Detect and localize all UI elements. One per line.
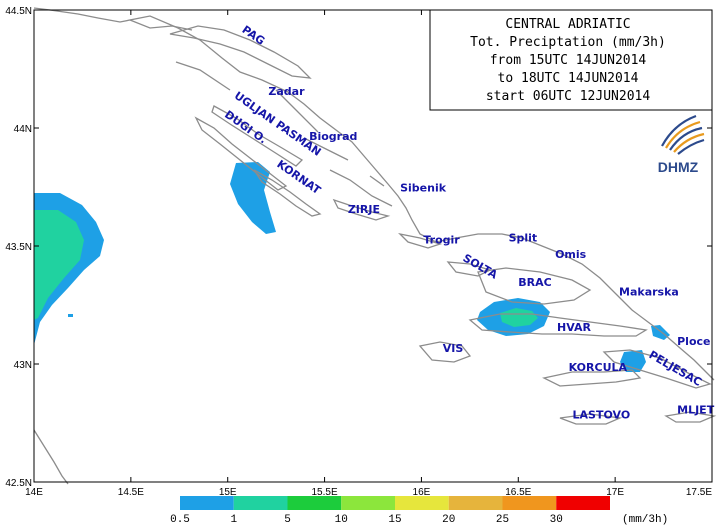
- precipitation-areas: [34, 162, 670, 372]
- legend-swatch: [556, 496, 610, 510]
- legend-swatch: [448, 496, 503, 510]
- inland-contours: [129, 19, 393, 207]
- place-label: PELJESAC: [647, 348, 704, 389]
- precip-area-west-moderate: [34, 210, 84, 320]
- ugljan-island: [211, 105, 304, 167]
- legend-tick-label: 1: [230, 514, 237, 526]
- title-box: CENTRAL ADRIATIC Tot. Preciptation (mm/3…: [429, 9, 713, 111]
- place-label: Sibenik: [400, 182, 447, 195]
- legend-tick-label: 30: [550, 514, 563, 526]
- trogir-islands: [398, 232, 443, 249]
- precip-area-ploce: [651, 325, 670, 340]
- precip-speck: [68, 314, 73, 317]
- lon-label: 16E: [413, 487, 431, 498]
- lon-label: 17E: [606, 487, 624, 498]
- place-label: Trogir: [423, 234, 460, 247]
- legend-tick-label: 25: [496, 514, 509, 526]
- place-label: Split: [509, 231, 538, 244]
- place-label: Omis: [555, 248, 587, 261]
- color-legend: 0.5 1 5 10 15 20 25 30: [170, 496, 610, 526]
- title-line-2: Tot. Preciptation (mm/3h): [470, 35, 666, 50]
- precip-area-brac-hvar-core: [500, 308, 538, 327]
- legend-swatch: [233, 496, 288, 510]
- title-line-1: CENTRAL ADRIATIC: [505, 17, 630, 32]
- longitude-labels: 14E 14.5E 15E 15.5E 16E 16.5E 17E 17.5E: [25, 487, 712, 498]
- place-label: Zadar: [268, 85, 305, 98]
- legend-tick-label: 20: [442, 514, 455, 526]
- place-label: KORCULA: [569, 361, 628, 374]
- dugi-otok-island: [194, 116, 288, 191]
- legend-swatch: [341, 496, 395, 510]
- title-line-4: to 18UTC 14JUN2014: [498, 71, 639, 86]
- peljesac-peninsula: [602, 349, 712, 389]
- dhmz-logo: DHMZ: [658, 114, 705, 175]
- lastovo-island: [559, 413, 623, 425]
- vis-island: [418, 341, 472, 363]
- lon-label: 14.5E: [118, 487, 144, 498]
- kornati-islands: [253, 169, 322, 217]
- legend-unit: (mm/3h): [622, 514, 668, 526]
- place-label: BRAC: [518, 276, 551, 289]
- coastlines: [33, 7, 717, 485]
- latitude-labels: 44.5N 44N 43.5N 43N 42.5N: [5, 6, 32, 489]
- mljet-island: [664, 411, 717, 423]
- italy-coastline: [33, 429, 69, 485]
- lon-label: 17.5E: [686, 487, 712, 498]
- zirje-islands: [332, 198, 391, 221]
- place-label: LASTOVO: [573, 408, 631, 421]
- solta-island: [446, 261, 492, 277]
- place-label: ZIRJE: [348, 203, 380, 216]
- legend-tick-label: 5: [284, 514, 291, 526]
- dhmz-logo-text: DHMZ: [658, 159, 699, 175]
- lat-label: 43N: [14, 360, 32, 371]
- place-label: Ploce: [677, 335, 710, 348]
- place-label: HVAR: [557, 321, 591, 334]
- korcula-island: [542, 369, 642, 387]
- lat-label: 43.5N: [5, 242, 32, 253]
- brac-island: [477, 267, 592, 305]
- lon-label: 16.5E: [505, 487, 531, 498]
- place-label: Makarska: [619, 286, 679, 299]
- hvar-island: [468, 313, 648, 337]
- lon-label: 14E: [25, 487, 43, 498]
- pag-island: [169, 25, 312, 79]
- title-line-3: from 15UTC 14JUN2014: [490, 53, 647, 68]
- legend-swatch: [287, 496, 342, 510]
- legend-swatch: [180, 496, 234, 510]
- title-line-5: start 06UTC 12JUN2014: [486, 89, 651, 104]
- place-label: MLJET: [677, 404, 715, 417]
- lon-label: 15E: [219, 487, 237, 498]
- legend-swatch: [502, 496, 557, 510]
- legend-tick-label: 10: [335, 514, 348, 526]
- place-label: Biograd: [309, 130, 357, 143]
- place-label: VIS: [443, 342, 464, 355]
- lat-label: 44.5N: [5, 6, 32, 17]
- mainland-coastline: [33, 7, 715, 381]
- legend-tick-label: 15: [388, 514, 401, 526]
- lat-label: 42.5N: [5, 478, 32, 489]
- lat-label: 44N: [14, 124, 32, 135]
- place-label: PAG: [240, 23, 268, 48]
- dhmz-swirl-logo-icon: [661, 114, 705, 155]
- legend-tick-label: 0.5: [170, 514, 190, 526]
- lon-label: 15.5E: [312, 487, 338, 498]
- legend-swatch: [395, 496, 449, 510]
